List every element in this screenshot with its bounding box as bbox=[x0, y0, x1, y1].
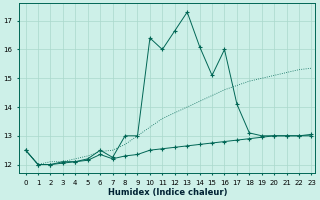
X-axis label: Humidex (Indice chaleur): Humidex (Indice chaleur) bbox=[108, 188, 227, 197]
